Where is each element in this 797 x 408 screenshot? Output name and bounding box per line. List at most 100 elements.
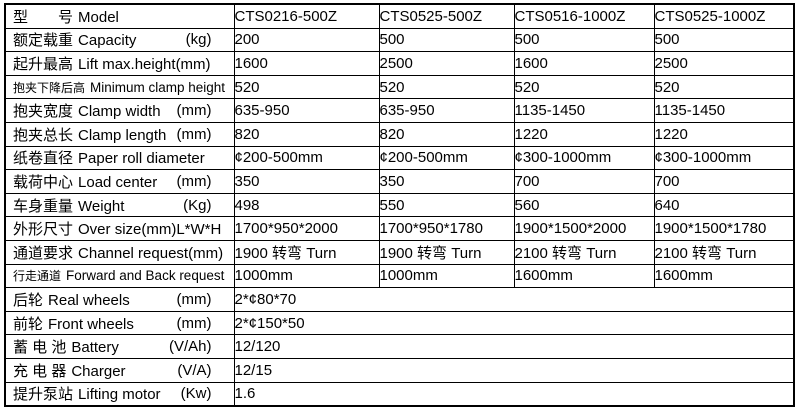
spec-label-cell: 前轮 Front wheels (mm) bbox=[4, 310, 235, 336]
spec-value-cell: 1600mm bbox=[513, 263, 655, 289]
spec-value-cell: 1220 bbox=[653, 121, 795, 147]
spec-label-cell: 抱夹下降后高 Minimum clamp height bbox=[4, 74, 235, 100]
spec-value-cell: 500 bbox=[513, 27, 655, 53]
spec-value-cell: 1600 bbox=[233, 51, 380, 76]
spec-table: 型 号 Model CTS0216-500Z CTS0525-500Z CTS0516-… bbox=[4, 3, 795, 408]
spec-value-cell: 1000mm bbox=[378, 263, 515, 289]
label-unit: (V/A) bbox=[177, 361, 212, 379]
label-en: Over size(mm)L*W*H bbox=[78, 221, 222, 239]
spec-value-cell: ¢200-500mm bbox=[233, 145, 380, 171]
spec-label-text: 抱夹下降后高 Minimum clamp height bbox=[13, 79, 225, 96]
spec-label: 充 电 器 Charger (V/A) bbox=[6, 360, 233, 381]
spec-label-text: 纸卷直径 Paper roll diameter bbox=[13, 147, 205, 168]
label-cn: 载荷中心 bbox=[13, 173, 74, 191]
spec-label-cell: 纸卷直径 Paper roll diameter bbox=[4, 145, 235, 171]
spec-label-cell: 提升泵站 Lifting motor (Kw) bbox=[4, 381, 235, 407]
label-cn: 行走通道 bbox=[13, 269, 62, 284]
spec-label-text: 充 电 器 Charger bbox=[13, 360, 126, 381]
model-header: CTS0525-1000Z bbox=[653, 3, 795, 29]
label-en: Battery bbox=[71, 339, 119, 357]
spec-label: 通道要求 Channel request(mm) bbox=[6, 242, 233, 263]
label-cn: 抱夹宽度 bbox=[13, 103, 74, 121]
spec-value-cell: 550 bbox=[378, 192, 515, 218]
label-cn: 外形尺寸 bbox=[13, 221, 74, 239]
spec-label-text: 外形尺寸 Over size(mm)L*W*H bbox=[13, 218, 221, 239]
spec-value-cell: 1600mm bbox=[653, 263, 795, 289]
spec-label-text: 型 号 Model bbox=[13, 6, 119, 27]
spec-label-text: 提升泵站 Lifting motor bbox=[13, 383, 161, 404]
spec-value-cell: 1.6 bbox=[233, 381, 795, 407]
spec-value-cell: 700 bbox=[653, 169, 795, 194]
spec-value-cell: 520 bbox=[653, 74, 795, 100]
spec-label: 提升泵站 Lifting motor (Kw) bbox=[6, 383, 233, 404]
spec-value-cell: 350 bbox=[233, 169, 380, 194]
spec-value-cell: 500 bbox=[653, 27, 795, 53]
label-cn: 起升最高 bbox=[13, 55, 74, 73]
label-en: Capacity bbox=[78, 32, 137, 50]
spec-value-cell: 1600 bbox=[513, 51, 655, 76]
spec-value-cell: 498 bbox=[233, 192, 380, 218]
spec-label: 行走通道 Forward and Back request bbox=[6, 267, 233, 284]
label-unit: (mm) bbox=[176, 172, 212, 190]
label-cn: 抱夹下降后高 bbox=[13, 80, 86, 95]
label-cn: 前轮 bbox=[13, 315, 44, 333]
spec-label: 外形尺寸 Over size(mm)L*W*H bbox=[6, 218, 233, 239]
spec-label-cell: 车身重量 Weight (Kg) bbox=[4, 192, 235, 218]
spec-label: 车身重量 Weight (Kg) bbox=[6, 195, 233, 216]
table-row: 前轮 Front wheels (mm) 2*¢150*50 bbox=[4, 310, 795, 336]
spec-label-text: 通道要求 Channel request(mm) bbox=[13, 242, 223, 263]
spec-label-text: 抱夹宽度 Clamp width bbox=[13, 100, 161, 121]
spec-value-cell: 1135-1450 bbox=[653, 98, 795, 123]
spec-value-cell: 2100 转弯 Turn bbox=[513, 239, 655, 265]
spec-value-cell: 2100 转弯 Turn bbox=[653, 239, 795, 265]
spec-label-text: 车身重量 Weight bbox=[13, 195, 124, 216]
spec-table-body: 型 号 Model CTS0216-500Z CTS0525-500Z CTS0516-… bbox=[4, 3, 795, 407]
spec-label-cell: 型 号 Model bbox=[4, 3, 235, 29]
spec-value-cell: 350 bbox=[378, 169, 515, 194]
label-en: Clamp width bbox=[78, 103, 161, 121]
spec-value-cell: 2*¢80*70 bbox=[233, 287, 795, 312]
spec-label-text: 后轮 Real wheels bbox=[13, 289, 130, 310]
spec-label-text: 前轮 Front wheels bbox=[13, 313, 134, 334]
spec-value-cell: 1900 转弯 Turn bbox=[378, 239, 515, 265]
label-en: Forward and Back request bbox=[66, 268, 225, 284]
spec-value-cell: 1700*950*2000 bbox=[233, 216, 380, 241]
spec-label-text: 起升最高 Lift max.height(mm) bbox=[13, 53, 211, 74]
label-en: Paper roll diameter bbox=[78, 150, 205, 168]
table-row: 车身重量 Weight (Kg) 498 550 560 640 bbox=[4, 192, 795, 218]
spec-value-cell: 12/120 bbox=[233, 334, 795, 359]
table-row: 充 电 器 Charger (V/A) 12/15 bbox=[4, 357, 795, 383]
label-unit: (mm) bbox=[176, 125, 212, 143]
spec-value-cell: ¢300-1000mm bbox=[513, 145, 655, 171]
spec-value-cell: 520 bbox=[233, 74, 380, 100]
label-unit: (kg) bbox=[185, 31, 212, 49]
spec-label: 蓄 电 池 Battery (V/Ah) bbox=[6, 336, 233, 357]
spec-value-cell: 820 bbox=[378, 121, 515, 147]
spec-value-cell: 1900*1500*1780 bbox=[653, 216, 795, 241]
label-cn: 纸卷直径 bbox=[13, 150, 74, 168]
spec-label-cell: 通道要求 Channel request(mm) bbox=[4, 239, 235, 265]
label-unit: (Kg) bbox=[183, 196, 212, 214]
spec-value-cell: 635-950 bbox=[233, 98, 380, 123]
spec-label: 型 号 Model bbox=[6, 6, 233, 27]
spec-label: 额定载重 Capacity (kg) bbox=[6, 29, 233, 50]
spec-value-cell: ¢300-1000mm bbox=[653, 145, 795, 171]
label-en: Channel request(mm) bbox=[78, 244, 224, 262]
spec-label: 抱夹宽度 Clamp width (mm) bbox=[6, 100, 233, 121]
spec-value-cell: 1700*950*1780 bbox=[378, 216, 515, 241]
spec-label-cell: 载荷中心 Load center (mm) bbox=[4, 169, 235, 194]
spec-label-text: 额定载重 Capacity bbox=[13, 29, 136, 50]
spec-value-cell: 820 bbox=[233, 121, 380, 147]
spec-value-cell: 520 bbox=[378, 74, 515, 100]
label-cn: 车身重量 bbox=[13, 197, 74, 215]
label-cn: 抱夹总长 bbox=[13, 126, 74, 144]
spec-value-cell: 1900 转弯 Turn bbox=[233, 239, 380, 265]
table-row: 起升最高 Lift max.height(mm) 1600 2500 1600 2500 bbox=[4, 51, 795, 76]
spec-label: 后轮 Real wheels (mm) bbox=[6, 289, 233, 310]
label-en: Lifting motor bbox=[78, 386, 161, 404]
spec-label-cell: 行走通道 Forward and Back request bbox=[4, 263, 235, 289]
spec-value-cell: 2500 bbox=[653, 51, 795, 76]
table-row: 抱夹总长 Clamp length (mm) 820 820 1220 1220 bbox=[4, 121, 795, 147]
spec-label-text: 蓄 电 池 Battery bbox=[13, 336, 119, 357]
label-cn: 额定载重 bbox=[13, 32, 74, 50]
